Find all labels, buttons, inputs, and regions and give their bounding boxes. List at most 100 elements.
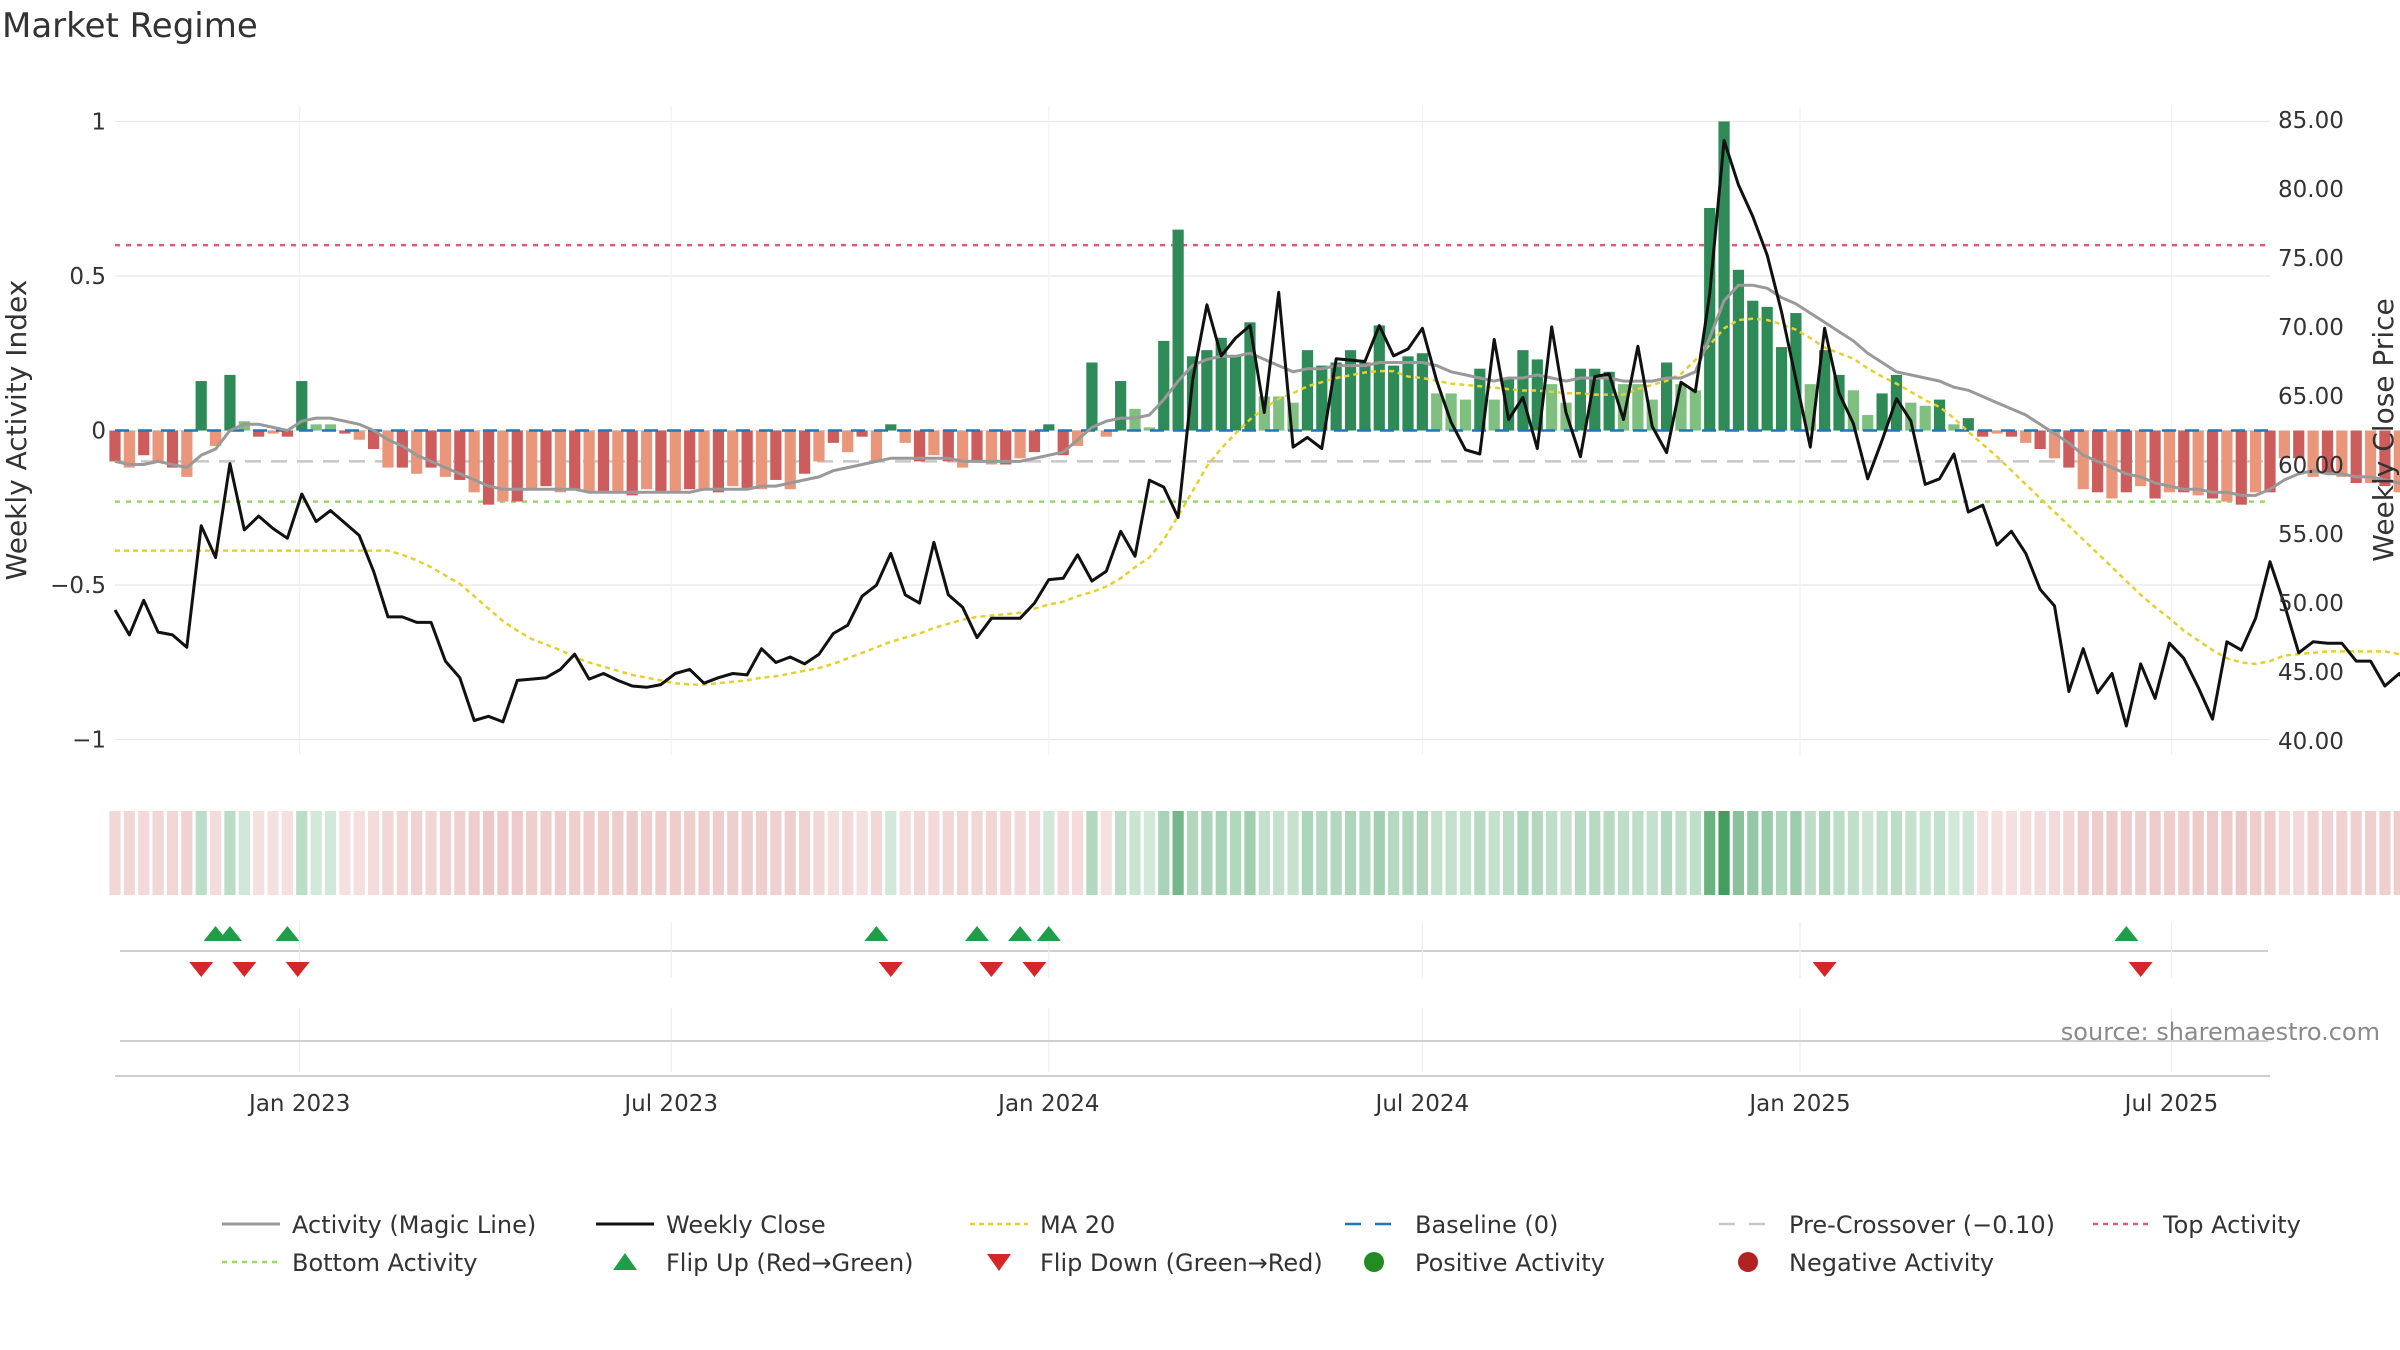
activity-bar bbox=[2020, 430, 2032, 443]
heat-cell bbox=[482, 811, 495, 895]
heat-cell bbox=[1474, 811, 1486, 895]
heat-cell bbox=[2250, 811, 2262, 895]
heat-cell bbox=[253, 811, 265, 895]
y-right-tick-label: 80.00 bbox=[2278, 177, 2344, 203]
legend-item-magic: Activity (Magic Line) bbox=[222, 1211, 536, 1239]
heat-cell bbox=[310, 811, 322, 895]
activity-bar bbox=[1000, 430, 1012, 465]
regime-heat-strip bbox=[109, 811, 2400, 895]
activity-bar bbox=[741, 430, 753, 490]
activity-bar bbox=[296, 381, 308, 431]
activity-bar bbox=[123, 430, 135, 468]
activity-bar bbox=[2250, 430, 2262, 493]
activity-bar bbox=[224, 374, 236, 431]
activity-bar bbox=[2278, 430, 2290, 459]
activity-bar bbox=[1344, 350, 1357, 431]
activity-bar bbox=[411, 430, 423, 474]
activity-bar bbox=[798, 430, 811, 474]
heat-cell bbox=[2235, 811, 2247, 895]
heat-cell bbox=[1646, 811, 1658, 895]
activity-bar bbox=[1488, 399, 1500, 431]
activity-bar bbox=[1459, 399, 1472, 431]
legend-item-posdot: Positive Activity bbox=[1364, 1249, 1605, 1277]
legend-item-top: Top Activity bbox=[2093, 1211, 2301, 1239]
legend: Activity (Magic Line) Weekly Close MA 20 Ba… bbox=[222, 1211, 2301, 1277]
activity-bar bbox=[1172, 229, 1184, 431]
activity-bar bbox=[1862, 415, 1874, 431]
heat-cell bbox=[1819, 811, 1831, 895]
activity-bar bbox=[1014, 430, 1026, 459]
heat-cell bbox=[2135, 811, 2147, 895]
heat-cell bbox=[1991, 811, 2003, 895]
legend-item-negdot: Negative Activity bbox=[1738, 1249, 1994, 1277]
heat-cell bbox=[2393, 811, 2400, 895]
activity-bar bbox=[2206, 430, 2219, 499]
legend-item-flipdown: Flip Down (Green→Red) bbox=[987, 1249, 1323, 1277]
legend-swatch bbox=[1738, 1252, 1758, 1272]
heat-cell bbox=[296, 811, 308, 895]
y-left-tick-label: 1 bbox=[91, 109, 106, 135]
activity-bar bbox=[1502, 377, 1515, 431]
heat-cell bbox=[899, 811, 911, 895]
weekly-close-line bbox=[113, 139, 2400, 728]
heat-cell bbox=[526, 811, 538, 895]
heat-cell bbox=[468, 811, 480, 895]
activity-bar bbox=[1761, 306, 1773, 431]
activity-bar bbox=[1531, 359, 1543, 431]
heat-cell bbox=[1071, 811, 1084, 895]
activity-bar bbox=[1474, 368, 1486, 431]
activity-bar bbox=[1359, 362, 1371, 431]
activity-bar bbox=[2293, 430, 2305, 459]
legend-label: Positive Activity bbox=[1415, 1249, 1605, 1277]
activity-bar bbox=[2005, 430, 2018, 437]
activity-bar bbox=[396, 430, 408, 468]
chart-title: Market Regime bbox=[2, 6, 258, 46]
activity-bar bbox=[1991, 430, 2003, 434]
activity-bar bbox=[1316, 365, 1328, 431]
heat-cell bbox=[2020, 811, 2032, 895]
series-lines bbox=[113, 139, 2400, 728]
heat-cell bbox=[612, 811, 624, 895]
activity-bar bbox=[2379, 430, 2391, 487]
activity-bar bbox=[339, 430, 351, 434]
activity-bar bbox=[1977, 430, 1989, 437]
heat-cell bbox=[1675, 811, 1687, 895]
heat-cell bbox=[1043, 811, 1055, 895]
flip-down-marker bbox=[1812, 962, 1837, 977]
heat-cell bbox=[957, 811, 969, 895]
legend-item-close: Weekly Close bbox=[596, 1211, 826, 1239]
heat-cell bbox=[1431, 811, 1443, 895]
heat-cell bbox=[684, 811, 696, 895]
activity-bar bbox=[655, 430, 667, 493]
heat-cell bbox=[1129, 811, 1141, 895]
activity-bar bbox=[1287, 402, 1299, 431]
activity-bar bbox=[1819, 350, 1831, 431]
heat-cell bbox=[1933, 811, 1946, 895]
activity-bar bbox=[626, 430, 638, 496]
heat-cell bbox=[1574, 811, 1587, 895]
flip-up-marker bbox=[864, 926, 889, 941]
activity-bar bbox=[2393, 430, 2400, 493]
heat-cell bbox=[2149, 811, 2161, 895]
activity-bar bbox=[1933, 399, 1946, 431]
activity-bar bbox=[1589, 368, 1601, 431]
heat-cell bbox=[856, 811, 868, 895]
legend-swatch bbox=[987, 1254, 1011, 1271]
heat-cell bbox=[382, 811, 394, 895]
heat-cell bbox=[913, 811, 926, 895]
heat-cell bbox=[712, 811, 725, 895]
activity-bar bbox=[942, 430, 954, 462]
activity-bar bbox=[267, 430, 279, 434]
activity-bar bbox=[2235, 430, 2247, 505]
activity-bar bbox=[353, 430, 365, 440]
heat-cell bbox=[1287, 811, 1299, 895]
heat-cell bbox=[1617, 811, 1630, 895]
heat-cell bbox=[1847, 811, 1859, 895]
heat-cell bbox=[1546, 811, 1558, 895]
heat-cell bbox=[1086, 811, 1098, 895]
legend-label: Baseline (0) bbox=[1415, 1211, 1558, 1239]
heat-cell bbox=[1747, 811, 1759, 895]
heat-cell bbox=[1488, 811, 1500, 895]
activity-bar bbox=[281, 430, 294, 437]
activity-bar bbox=[1244, 322, 1256, 431]
